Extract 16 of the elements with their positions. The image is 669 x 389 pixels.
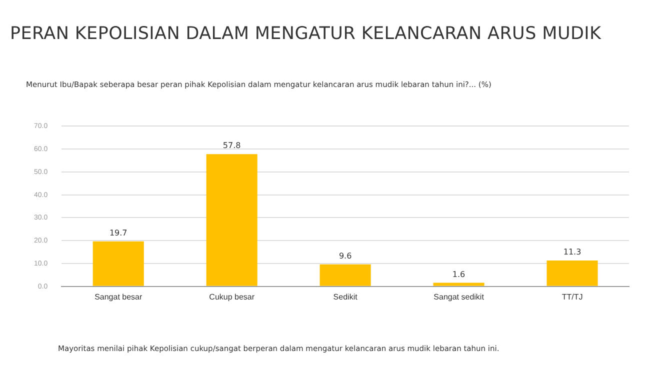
x-tick-label: Sedikit [333,292,358,302]
bar [206,154,258,286]
x-tick-label: TT/TJ [562,292,583,302]
data-label: 57.8 [222,141,241,150]
chart-title: PERAN KEPOLISIAN DALAM MENGATUR KELANCARAN ARUS MUDIK [10,24,602,44]
bar [546,260,598,286]
x-tick-label: Cukup besar [209,292,255,302]
data-label: 19.7 [109,228,128,238]
bar [92,241,144,286]
bar [320,264,371,286]
bar [433,282,484,286]
x-tick-label: Sangat sedikit [434,292,485,302]
data-label: 9.6 [338,252,352,261]
data-label: 1.6 [452,270,466,279]
data-label: 11.3 [563,248,582,257]
x-tick-label: Sangat besar [94,292,142,302]
